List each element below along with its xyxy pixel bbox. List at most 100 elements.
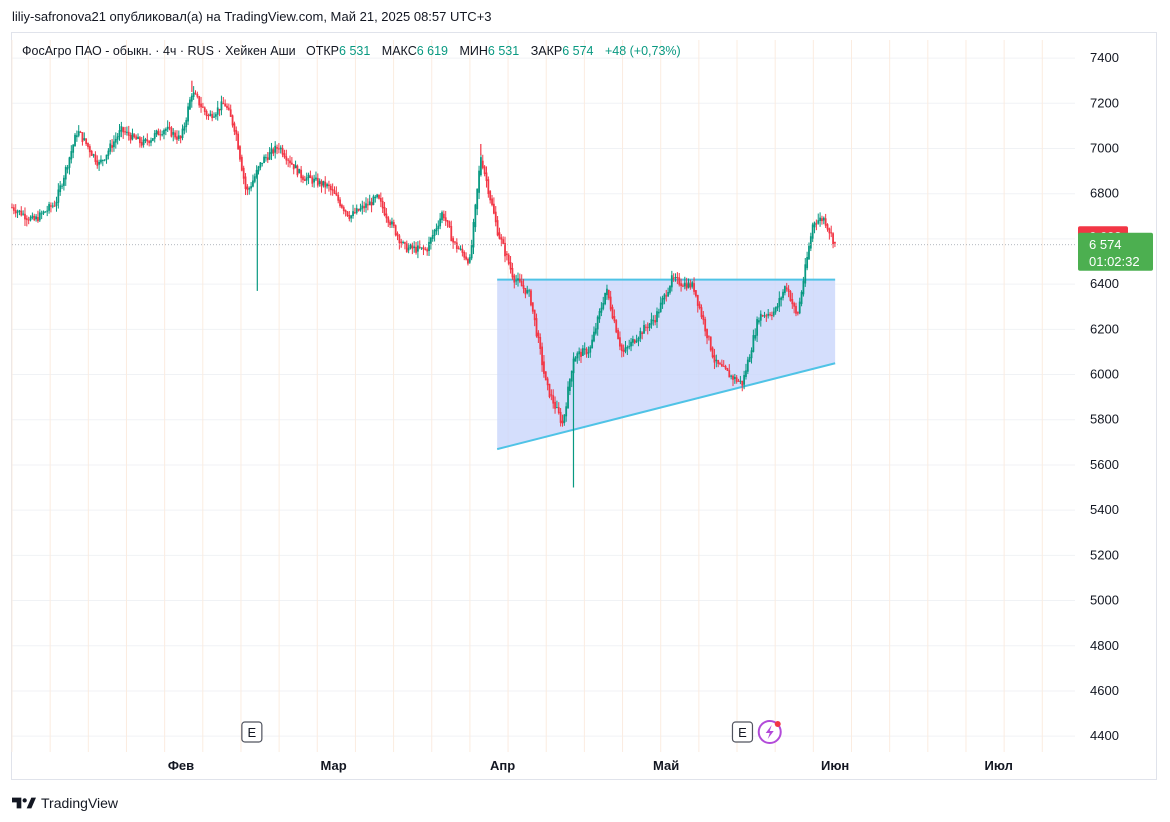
time-tick-label: Мар (321, 758, 347, 773)
tradingview-logo-icon (12, 797, 36, 809)
candle-body (626, 346, 629, 349)
candle-body (417, 245, 419, 252)
candle-body (659, 302, 662, 313)
time-tick-label: Июн (821, 758, 849, 773)
countdown-label: 01:02:32 (1089, 254, 1140, 269)
candle-body (682, 285, 684, 287)
candle-body (589, 346, 592, 353)
candle-body (283, 153, 286, 158)
candle-body (554, 401, 556, 409)
candle-body (491, 198, 493, 206)
candle-body (520, 280, 523, 287)
candle-body (140, 141, 143, 146)
candle-body (333, 190, 336, 194)
legend-symbol[interactable]: ФосАгро ПАО - обыкн. (22, 44, 152, 58)
legend-style[interactable]: Хейкен Аши (225, 44, 296, 58)
candle-body (361, 205, 364, 209)
candle-body (315, 177, 317, 180)
candle-body (674, 276, 677, 278)
candle-body (226, 105, 228, 109)
candle-body (335, 193, 338, 196)
time-tick-label: Апр (490, 758, 515, 773)
open-value: 6 531 (339, 44, 371, 58)
candle-body (272, 149, 275, 154)
candle-body (604, 292, 606, 305)
candle-body (11, 207, 13, 209)
candle-body (474, 204, 477, 228)
candle-body (296, 165, 299, 176)
candle-body (656, 311, 658, 323)
candle-body (452, 238, 455, 243)
candle-body (832, 233, 834, 245)
candle-body (268, 152, 271, 160)
candle-body (170, 127, 173, 137)
candle-body (344, 210, 347, 212)
candle-body (372, 196, 375, 205)
candle-body (50, 205, 52, 207)
candle-body (239, 146, 241, 160)
candle-body (341, 204, 343, 208)
candle-body (509, 261, 512, 270)
earnings-icon (731, 721, 754, 743)
candle-body (146, 139, 149, 142)
candle-body (44, 211, 47, 213)
last-price-label: 6 574 (1089, 237, 1122, 252)
candle-body (437, 225, 440, 229)
candle-body (782, 291, 784, 298)
candle-body (224, 103, 227, 107)
candle-body (302, 176, 304, 180)
candle-body (246, 186, 249, 191)
candle-body (689, 283, 692, 288)
candle-body (153, 133, 156, 139)
candle-body (676, 277, 679, 279)
candle-body (192, 92, 195, 97)
footer-brand[interactable]: TradingView (12, 795, 118, 811)
candle-body (127, 131, 130, 136)
candle-body (287, 159, 290, 161)
candle-body (795, 305, 797, 314)
candle-body (667, 291, 670, 297)
candle-body (457, 247, 460, 250)
candle-body (144, 139, 147, 141)
candle-body (370, 202, 373, 206)
candle-body (743, 375, 746, 385)
candle-body (29, 217, 32, 221)
candle-body (646, 327, 649, 329)
candle-body (163, 130, 165, 135)
candle-body (305, 177, 308, 181)
candle-body (513, 275, 516, 283)
candle-body (485, 172, 488, 182)
candle-body (18, 210, 21, 212)
candle-body (429, 237, 432, 244)
candle-body (213, 116, 215, 118)
candle-body (179, 136, 182, 139)
candle-body (517, 278, 519, 281)
candle-body (274, 145, 277, 153)
candle-body (392, 222, 395, 227)
candle-body (266, 157, 269, 161)
candle-body (628, 346, 631, 348)
candle-body (309, 175, 312, 179)
candle-body (496, 220, 499, 236)
candle-body (817, 220, 820, 224)
candle-body (624, 347, 627, 352)
candle-body (109, 143, 112, 152)
candle-body (261, 162, 264, 164)
candle-body (75, 135, 78, 138)
candle-body (450, 226, 453, 242)
low-label: МИН (459, 44, 488, 58)
candle-body (331, 189, 334, 191)
candle-body (72, 144, 75, 153)
candle-body (737, 380, 740, 382)
legend-interval[interactable]: 4ч (162, 44, 177, 58)
candle-body (398, 235, 401, 244)
candle-body (819, 217, 821, 221)
candle-body (27, 219, 30, 221)
candle-body (778, 298, 781, 307)
candle-body (828, 228, 831, 234)
candle-body (237, 133, 240, 150)
time-axis: Фев Мар Апр Май Июн Июл (168, 758, 1013, 773)
candle-body (33, 216, 36, 221)
